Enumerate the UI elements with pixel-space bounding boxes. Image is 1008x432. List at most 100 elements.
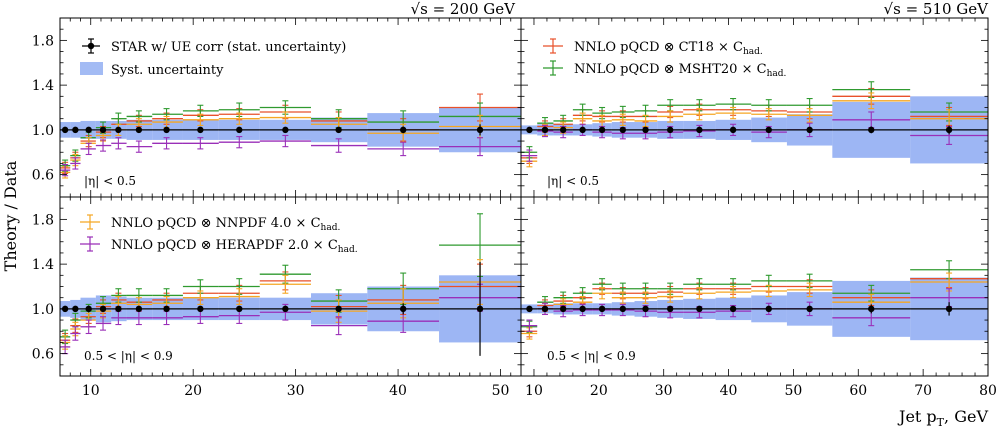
star-point	[806, 305, 813, 313]
star-point	[399, 126, 407, 134]
star-point	[72, 305, 79, 313]
star-point	[868, 305, 875, 313]
y-tick-label: 1.0	[32, 302, 54, 318]
y-tick-label: 0.6	[32, 168, 54, 184]
star-point	[541, 126, 549, 134]
panel-top-right	[520, 17, 989, 198]
x-tick-label: 40	[720, 383, 738, 399]
plot-area	[521, 260, 988, 341]
star-point	[598, 126, 606, 134]
star-point	[476, 305, 484, 313]
legend-syst-swatch	[80, 62, 103, 75]
star-point	[197, 305, 204, 313]
x-tick-label: 40	[389, 383, 407, 399]
legend-top-left: STAR w/ UE corr (stat. uncertainty) Syst…	[80, 38, 346, 78]
star-point	[806, 126, 813, 134]
star-point	[399, 305, 407, 313]
star-point	[135, 305, 143, 313]
eta-label-bottom-left: 0.5 < |η| < 0.9	[84, 349, 173, 363]
star-point	[729, 305, 737, 313]
star-point	[619, 305, 627, 313]
legend-msht20-marker	[543, 60, 563, 76]
star-point	[559, 305, 567, 313]
x-tick-label: 10	[525, 383, 543, 399]
eta-label-bottom-right: 0.5 < |η| < 0.9	[547, 349, 636, 363]
x-axis-label: Jet pT, GeV	[897, 407, 988, 429]
star-point	[526, 305, 533, 313]
x-tick-label: 50	[492, 383, 510, 399]
star-point	[945, 126, 953, 134]
legend-herapdf-label: NNLO pQCD ⊗ HERAPDF 2.0 × Chad.	[111, 238, 358, 255]
star-point	[282, 126, 289, 134]
star-point	[666, 305, 674, 313]
star-point	[868, 126, 875, 134]
panel-bottom-left: 0.6 1.0 1.4 1.8 10 20 30 40 50	[32, 196, 522, 399]
x-tick-label: 60	[849, 383, 867, 399]
legend-star-label: STAR w/ UE corr (stat. uncertainty)	[111, 40, 346, 55]
star-point	[666, 126, 674, 134]
x-tick-label: 20	[590, 383, 608, 399]
x-tick-label: 10	[82, 383, 100, 399]
x-tick-label: 80	[979, 383, 997, 399]
star-point	[729, 126, 737, 134]
legend-bottom-left: NNLO pQCD ⊗ NNPDF 4.0 × Chad. NNLO pQCD …	[80, 214, 358, 255]
star-point	[765, 305, 772, 313]
star-point	[696, 305, 703, 313]
legend-star-marker	[82, 38, 100, 54]
star-point	[236, 126, 243, 134]
star-point	[197, 126, 204, 134]
star-point	[476, 126, 484, 134]
x-tick-label: 70	[914, 383, 932, 399]
y-tick-label: 1.4	[32, 78, 54, 94]
star-point	[765, 126, 772, 134]
star-point	[115, 126, 122, 134]
star-point	[559, 126, 567, 134]
legend-nnpdf-marker	[80, 214, 100, 230]
star-point	[945, 305, 953, 313]
plot-area	[521, 81, 988, 168]
legend-syst-label: Syst. uncertainty	[111, 63, 224, 78]
y-tick-label: 1.4	[32, 257, 54, 273]
y-tick-label: 1.8	[32, 33, 54, 49]
y-tick-label: 1.8	[32, 212, 54, 228]
star-point	[135, 126, 143, 134]
x-tick-label: 20	[184, 383, 202, 399]
star-point	[526, 126, 533, 134]
y-tick-label: 1.0	[32, 123, 54, 139]
star-point	[99, 126, 107, 134]
energy-label-200: √s = 200 GeV	[411, 0, 517, 18]
star-point	[579, 126, 586, 134]
star-point	[282, 305, 289, 313]
star-point	[72, 126, 79, 134]
star-point	[619, 126, 627, 134]
x-tick-label: 30	[287, 383, 305, 399]
star-point	[85, 126, 92, 134]
star-point	[99, 305, 107, 313]
star-point	[335, 305, 342, 313]
plot-area	[60, 93, 521, 179]
legend-ct18-marker	[543, 38, 563, 54]
eta-label-top-left: |η| < 0.5	[84, 174, 136, 188]
panel-bottom-right: 10 20 30 40 50 60 70 80	[520, 196, 997, 399]
y-tick-label: 0.6	[32, 347, 54, 363]
star-point	[642, 126, 649, 134]
y-axis-label: Theory / Data	[1, 160, 20, 271]
plot-area	[60, 213, 521, 356]
star-point	[163, 305, 170, 313]
legend-msht20-label: NNLO pQCD ⊗ MSHT20 × Chad.	[574, 62, 786, 79]
legend-herapdf-marker	[80, 236, 100, 252]
star-point	[335, 126, 342, 134]
star-point	[115, 305, 122, 313]
legend-ct18-label: NNLO pQCD ⊗ CT18 × Chad.	[574, 40, 763, 57]
x-tick-label: 50	[785, 383, 803, 399]
legend-top-right: NNLO pQCD ⊗ CT18 × Chad. NNLO pQCD ⊗ MSH…	[543, 38, 786, 79]
star-point	[85, 305, 92, 313]
legend-nnpdf-label: NNLO pQCD ⊗ NNPDF 4.0 × Chad.	[111, 216, 340, 233]
x-tick-label: 30	[655, 383, 673, 399]
eta-label-top-right: |η| < 0.5	[547, 174, 599, 188]
star-point	[642, 305, 649, 313]
star-point	[579, 305, 586, 313]
energy-label-510: √s = 510 GeV	[884, 0, 990, 18]
star-point	[163, 126, 170, 134]
